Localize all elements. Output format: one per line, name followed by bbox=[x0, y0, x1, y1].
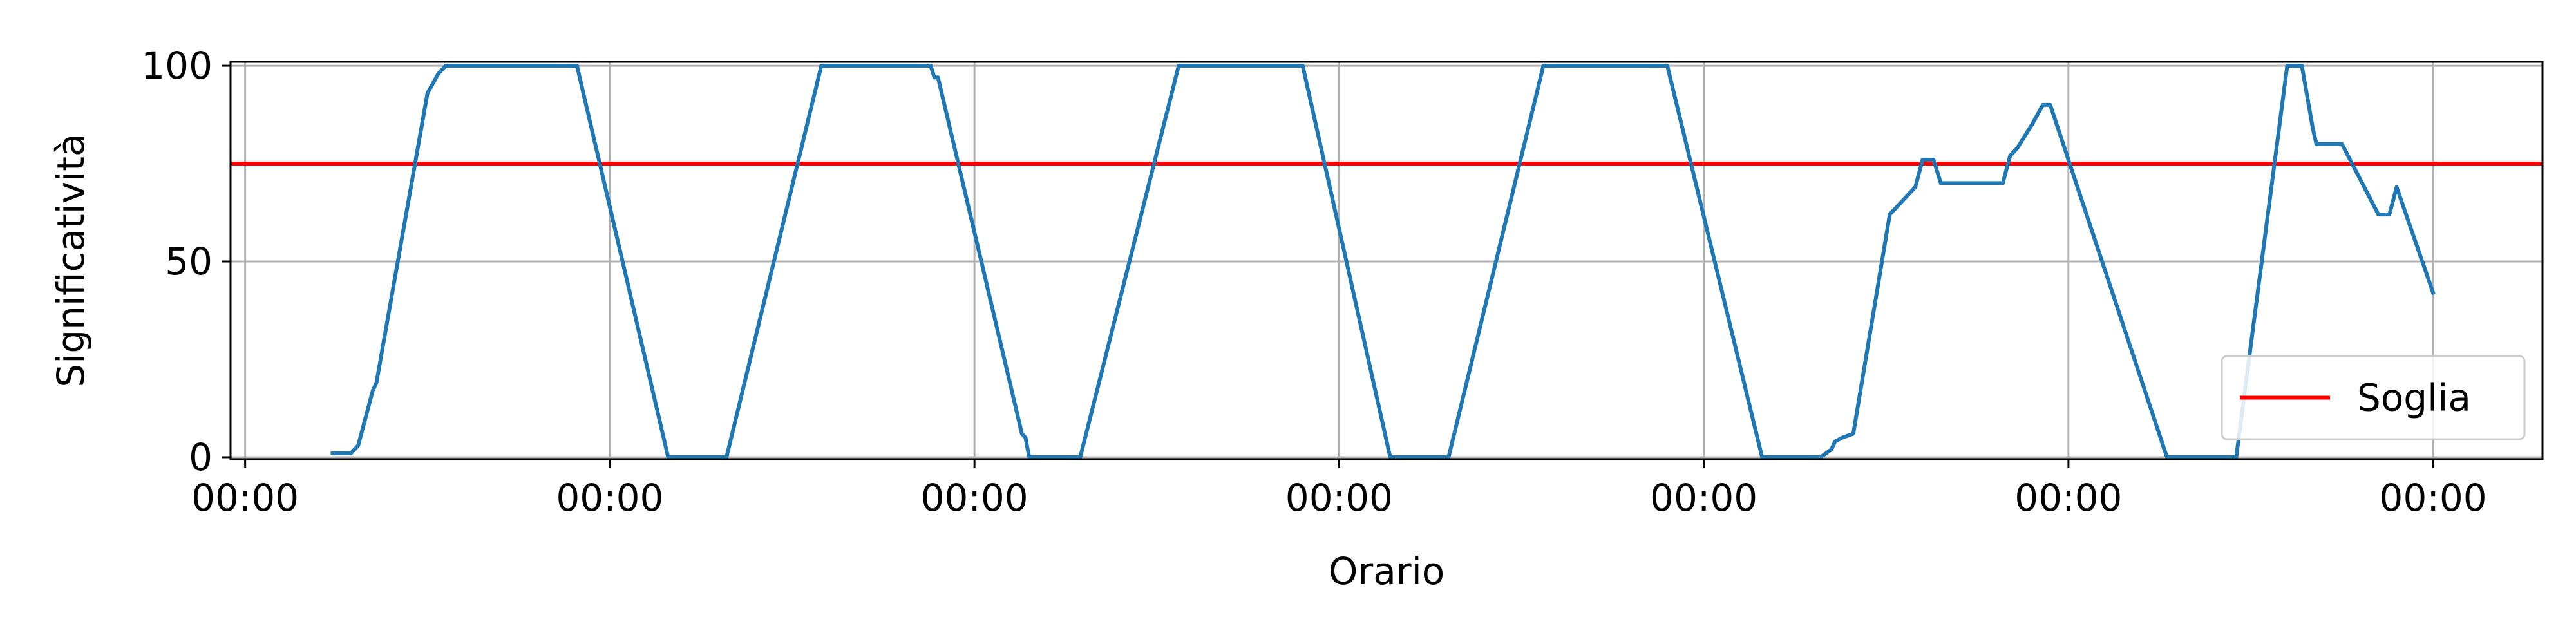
x-tick-label: 00:00 bbox=[1650, 476, 1757, 520]
y-axis-label: Significatività bbox=[49, 133, 93, 387]
y-tick-label: 0 bbox=[189, 435, 213, 479]
y-tick-label: 100 bbox=[141, 44, 213, 88]
x-axis-ticks: 00:00 00:00 00:00 00:00 00:00 00:00 00:00 bbox=[191, 459, 2487, 520]
x-tick-label: 00:00 bbox=[921, 476, 1028, 520]
x-tick-label: 00:00 bbox=[191, 476, 299, 520]
legend-box bbox=[2221, 355, 2526, 440]
x-axis-label: Orario bbox=[1329, 549, 1445, 593]
legend: Soglia bbox=[2221, 355, 2526, 440]
series-layer bbox=[330, 64, 2436, 459]
x-tick-label: 00:00 bbox=[1285, 476, 1393, 520]
y-axis-ticks: 0 50 100 bbox=[141, 44, 231, 479]
grid bbox=[231, 62, 2543, 459]
legend-label-soglia: Soglia bbox=[2357, 376, 2471, 420]
x-tick-label: 00:00 bbox=[556, 476, 663, 520]
plot-frame bbox=[229, 61, 2544, 460]
x-tick-label: 00:00 bbox=[2380, 476, 2487, 520]
y-tick-label: 50 bbox=[165, 240, 213, 283]
x-tick-label: 00:00 bbox=[2014, 476, 2122, 520]
series-line bbox=[330, 64, 2436, 459]
